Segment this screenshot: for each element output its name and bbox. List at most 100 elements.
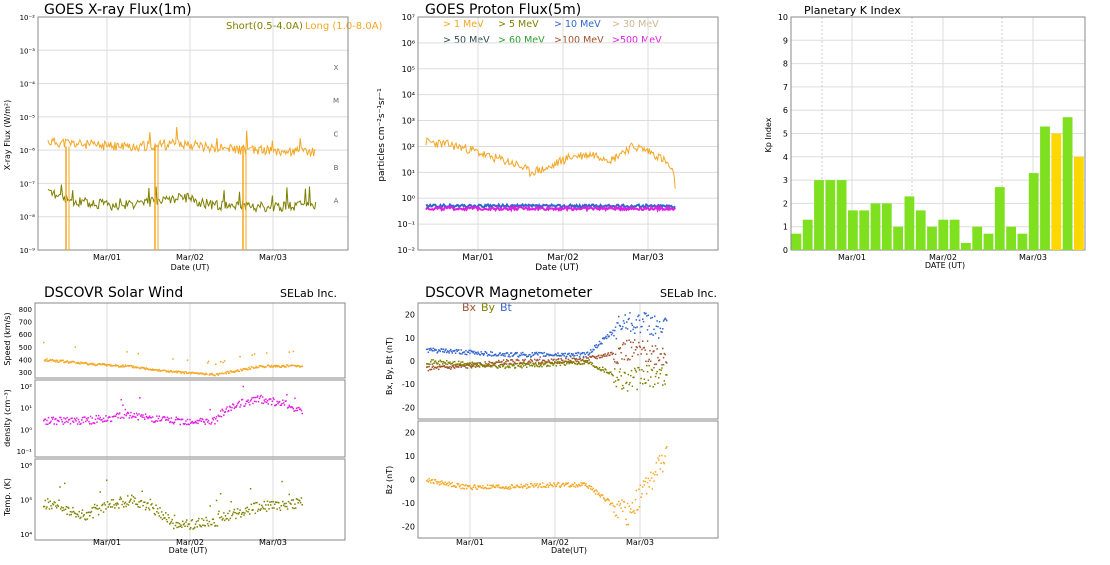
- mag-point-0-2: [564, 364, 566, 366]
- mag-point-0-2: [456, 363, 458, 365]
- mag-point-1-0: [448, 481, 450, 483]
- mag-point-0-0: [616, 322, 618, 324]
- wind-point-1: [215, 418, 217, 420]
- wind-point-2: [157, 512, 160, 514]
- wind-point-1: [262, 402, 265, 405]
- wind-point-0: [96, 364, 98, 366]
- wind-point-0: [226, 371, 228, 373]
- mag-point-0-1: [437, 366, 439, 368]
- kp-bar: [1062, 117, 1073, 250]
- mag-point-0-2: [478, 362, 481, 364]
- mag-point-1-0: [610, 502, 612, 505]
- wind-point-2: [140, 499, 143, 502]
- wind-point-2: [63, 509, 65, 511]
- mag-point-1-0: [642, 480, 645, 482]
- mag-point-0-1: [636, 346, 638, 349]
- mag-point-0-1: [438, 368, 440, 371]
- wind-point-0: [282, 364, 285, 367]
- kp-ytick: 8: [783, 60, 788, 69]
- wind-point-1: [187, 423, 190, 425]
- mag-point-0-0: [427, 351, 430, 353]
- mag-point-0-2: [502, 364, 505, 367]
- wind-point-0: [144, 367, 146, 370]
- wind-point-2: [156, 508, 159, 510]
- wind-point-1: [198, 419, 201, 421]
- wind-point-1: [194, 420, 197, 423]
- mag-point-1-0: [503, 487, 506, 490]
- mag-point-0-1: [523, 359, 526, 362]
- xray-ytick: 10⁻⁴: [20, 81, 36, 89]
- wind-point-0: [215, 373, 218, 375]
- wind-point-2: [48, 508, 51, 510]
- wind-point-1: [149, 417, 152, 419]
- mag-point-0-1: [563, 361, 566, 363]
- wind-point-0: [292, 350, 295, 353]
- mag-point-0-0: [435, 349, 438, 351]
- wind-point-1: [183, 423, 185, 426]
- mag-point-1-0: [617, 516, 619, 519]
- mag-point-0-0: [474, 351, 477, 354]
- wind-point-1: [123, 417, 125, 419]
- wind-point-2: [299, 502, 302, 504]
- mag-point-0-2: [607, 372, 610, 374]
- mag-point-0-1: [446, 367, 449, 369]
- mag-point-0-2: [546, 364, 549, 367]
- wind-point-0: [159, 370, 161, 373]
- mag-point-0-1: [592, 355, 594, 357]
- wind-point-1: [287, 406, 290, 408]
- wind-point-2: [264, 508, 266, 510]
- wind-point-1: [219, 410, 222, 412]
- mag-point-1-0: [558, 485, 561, 488]
- mag-point-0-1: [626, 339, 628, 342]
- mag-point-0-0: [498, 352, 501, 354]
- wind-point-2: [148, 507, 150, 509]
- xray-class-label: B: [334, 164, 339, 172]
- mag-point-1-0: [466, 485, 469, 487]
- wind-point-2: [170, 520, 173, 523]
- mag-point-1-0: [588, 484, 590, 487]
- wind-point-2: [212, 518, 215, 520]
- mag-point-1-0: [438, 484, 441, 486]
- wind-point-0: [50, 359, 52, 362]
- wind-point-0: [145, 367, 148, 369]
- mag-point-1-0: [599, 496, 602, 498]
- mag-point-1-0: [509, 486, 511, 488]
- wind-point-0: [55, 359, 58, 361]
- mag-point-0-0: [578, 352, 580, 354]
- wind-point-0: [200, 372, 202, 374]
- mag-point-0-0: [554, 354, 556, 356]
- mag-point-0-2: [519, 366, 522, 368]
- wind-point-0: [103, 363, 106, 365]
- wind-point-0: [86, 363, 89, 365]
- mag-point-1-0: [540, 486, 542, 488]
- wind-point-0: [240, 368, 242, 371]
- mag-point-1-0: [510, 487, 512, 490]
- mag-point-0-0: [497, 354, 499, 357]
- wind-point-1: [170, 417, 173, 419]
- mag-point-0-1: [458, 364, 461, 367]
- mag-point-0-1: [522, 359, 524, 361]
- mag-point-0-0: [439, 350, 442, 353]
- wind-ytick-2: 10⁶: [20, 462, 32, 470]
- mag-point-1-0: [623, 501, 626, 503]
- wind-point-1: [135, 416, 137, 418]
- mag-point-1-0: [610, 502, 613, 505]
- wind-point-2: [245, 510, 248, 512]
- mag-point-0-1: [483, 364, 486, 366]
- wind-point-2: [218, 510, 220, 513]
- mag-point-0-1: [518, 359, 520, 362]
- mag-point-1-0: [434, 479, 436, 481]
- wind-point-2: [244, 507, 247, 510]
- wind-point-2: [215, 524, 217, 527]
- wind-point-2: [274, 501, 277, 503]
- mag-point-0-1: [632, 341, 634, 344]
- mag-point-0-2: [446, 363, 449, 366]
- wind-point-1: [207, 419, 210, 422]
- wind-point-1: [259, 395, 261, 398]
- wind-point-1: [97, 417, 99, 420]
- wind-point-2: [282, 500, 284, 503]
- wind-point-2: [280, 505, 282, 507]
- mag-point-0-2: [644, 382, 646, 384]
- wind-point-2: [271, 507, 274, 509]
- mag-point-0-0: [550, 354, 552, 356]
